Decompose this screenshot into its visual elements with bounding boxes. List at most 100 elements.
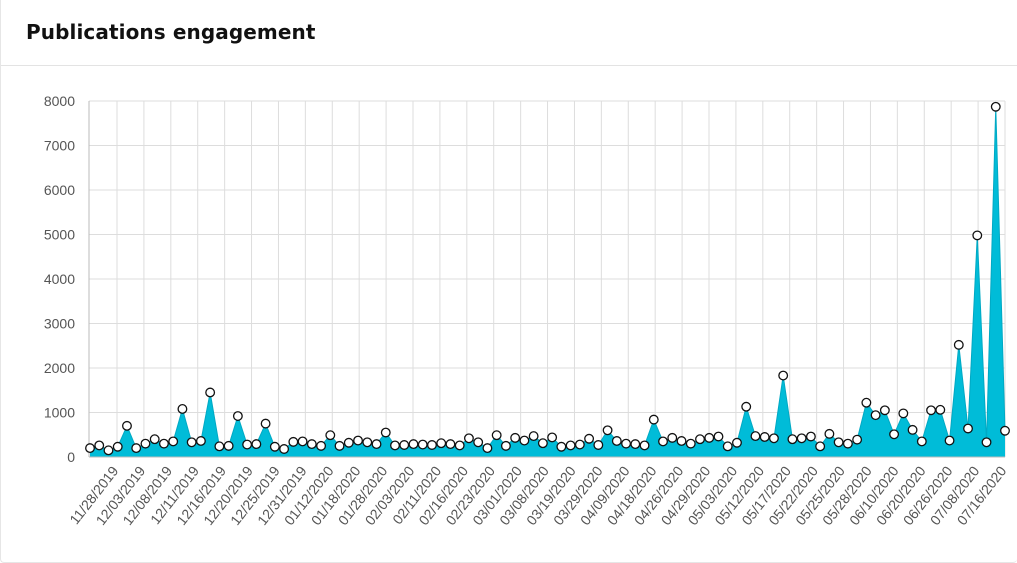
data-point [621,438,632,449]
axis-layer: 01000200030004000500060007000800011/28/2… [44,93,1010,528]
data-point [205,387,216,398]
data-point [325,430,336,441]
data-point [519,435,530,446]
data-point [223,440,234,451]
data-point [242,439,253,450]
y-tick-label: 1000 [44,405,75,421]
data-point [584,433,595,444]
data-point [722,441,733,452]
data-point [630,439,641,450]
data-point [676,436,687,446]
data-point [427,440,437,450]
data-point [445,439,456,450]
data-point [713,431,724,442]
data-point [482,443,493,454]
y-tick-label: 5000 [44,227,75,243]
data-point [935,404,946,415]
data-point [667,432,678,443]
card-header: Publications engagement [1,0,1017,66]
data-point [343,437,354,448]
data-point [695,434,705,445]
data-point [741,401,752,412]
data-point [648,414,659,425]
data-point [251,439,262,450]
data-point [288,436,299,447]
data-point [759,432,770,442]
data-point [870,410,881,421]
data-point [528,431,539,442]
data-point [399,440,410,450]
data-point [750,431,761,442]
data-point [898,408,909,419]
data-point [269,441,280,452]
data-point [593,440,604,450]
data-point [122,420,132,431]
data-point [602,425,613,436]
point-layer [85,101,1010,456]
data-point [380,427,391,438]
data-point [547,432,558,443]
data-point [1000,425,1010,436]
data-point [852,434,863,445]
data-point [195,436,206,446]
data-point [463,433,474,444]
data-point [353,435,363,446]
data-point [316,440,327,451]
y-tick-label: 7000 [44,138,75,154]
data-point [537,438,548,449]
data-point [306,439,317,450]
data-point [981,437,992,448]
data-point [778,370,789,381]
data-point [879,405,890,416]
data-point [279,444,290,454]
data-point [436,438,447,449]
data-point [417,439,428,450]
data-point [685,438,696,449]
data-point [168,436,179,447]
data-point [177,403,188,414]
data-point [768,433,779,444]
data-point [907,424,918,435]
data-point [158,438,169,449]
y-tick-label: 8000 [44,93,75,109]
data-point [390,440,400,451]
data-point [556,441,567,452]
data-point [732,437,742,448]
area-layer [89,106,1006,457]
data-point [297,436,308,447]
data-point [362,437,373,448]
data-point [916,436,927,447]
data-point [889,429,900,440]
y-tick-label: 6000 [44,182,75,198]
data-point [500,440,511,451]
y-tick-label: 3000 [44,316,75,332]
data-point [611,436,622,446]
data-point [149,434,160,445]
data-point [473,437,484,448]
grid-layer [89,100,1006,458]
data-point [334,440,345,451]
data-point [140,438,151,449]
data-point [574,439,585,450]
data-point [639,440,650,451]
data-point [491,430,502,441]
data-point [112,441,123,452]
series-area [90,106,1005,457]
data-point [103,445,114,456]
data-point [833,437,844,448]
data-point [565,440,576,451]
data-point [796,433,807,444]
card-title: Publications engagement [26,20,316,44]
data-point [94,440,105,451]
data-point [408,439,419,450]
data-point [232,411,243,422]
data-point [787,434,798,445]
data-point [658,436,668,447]
data-point [805,431,816,442]
data-point [371,439,382,450]
data-point [926,405,937,416]
data-point [842,438,853,449]
data-point [824,428,835,439]
series-line [89,106,1006,451]
